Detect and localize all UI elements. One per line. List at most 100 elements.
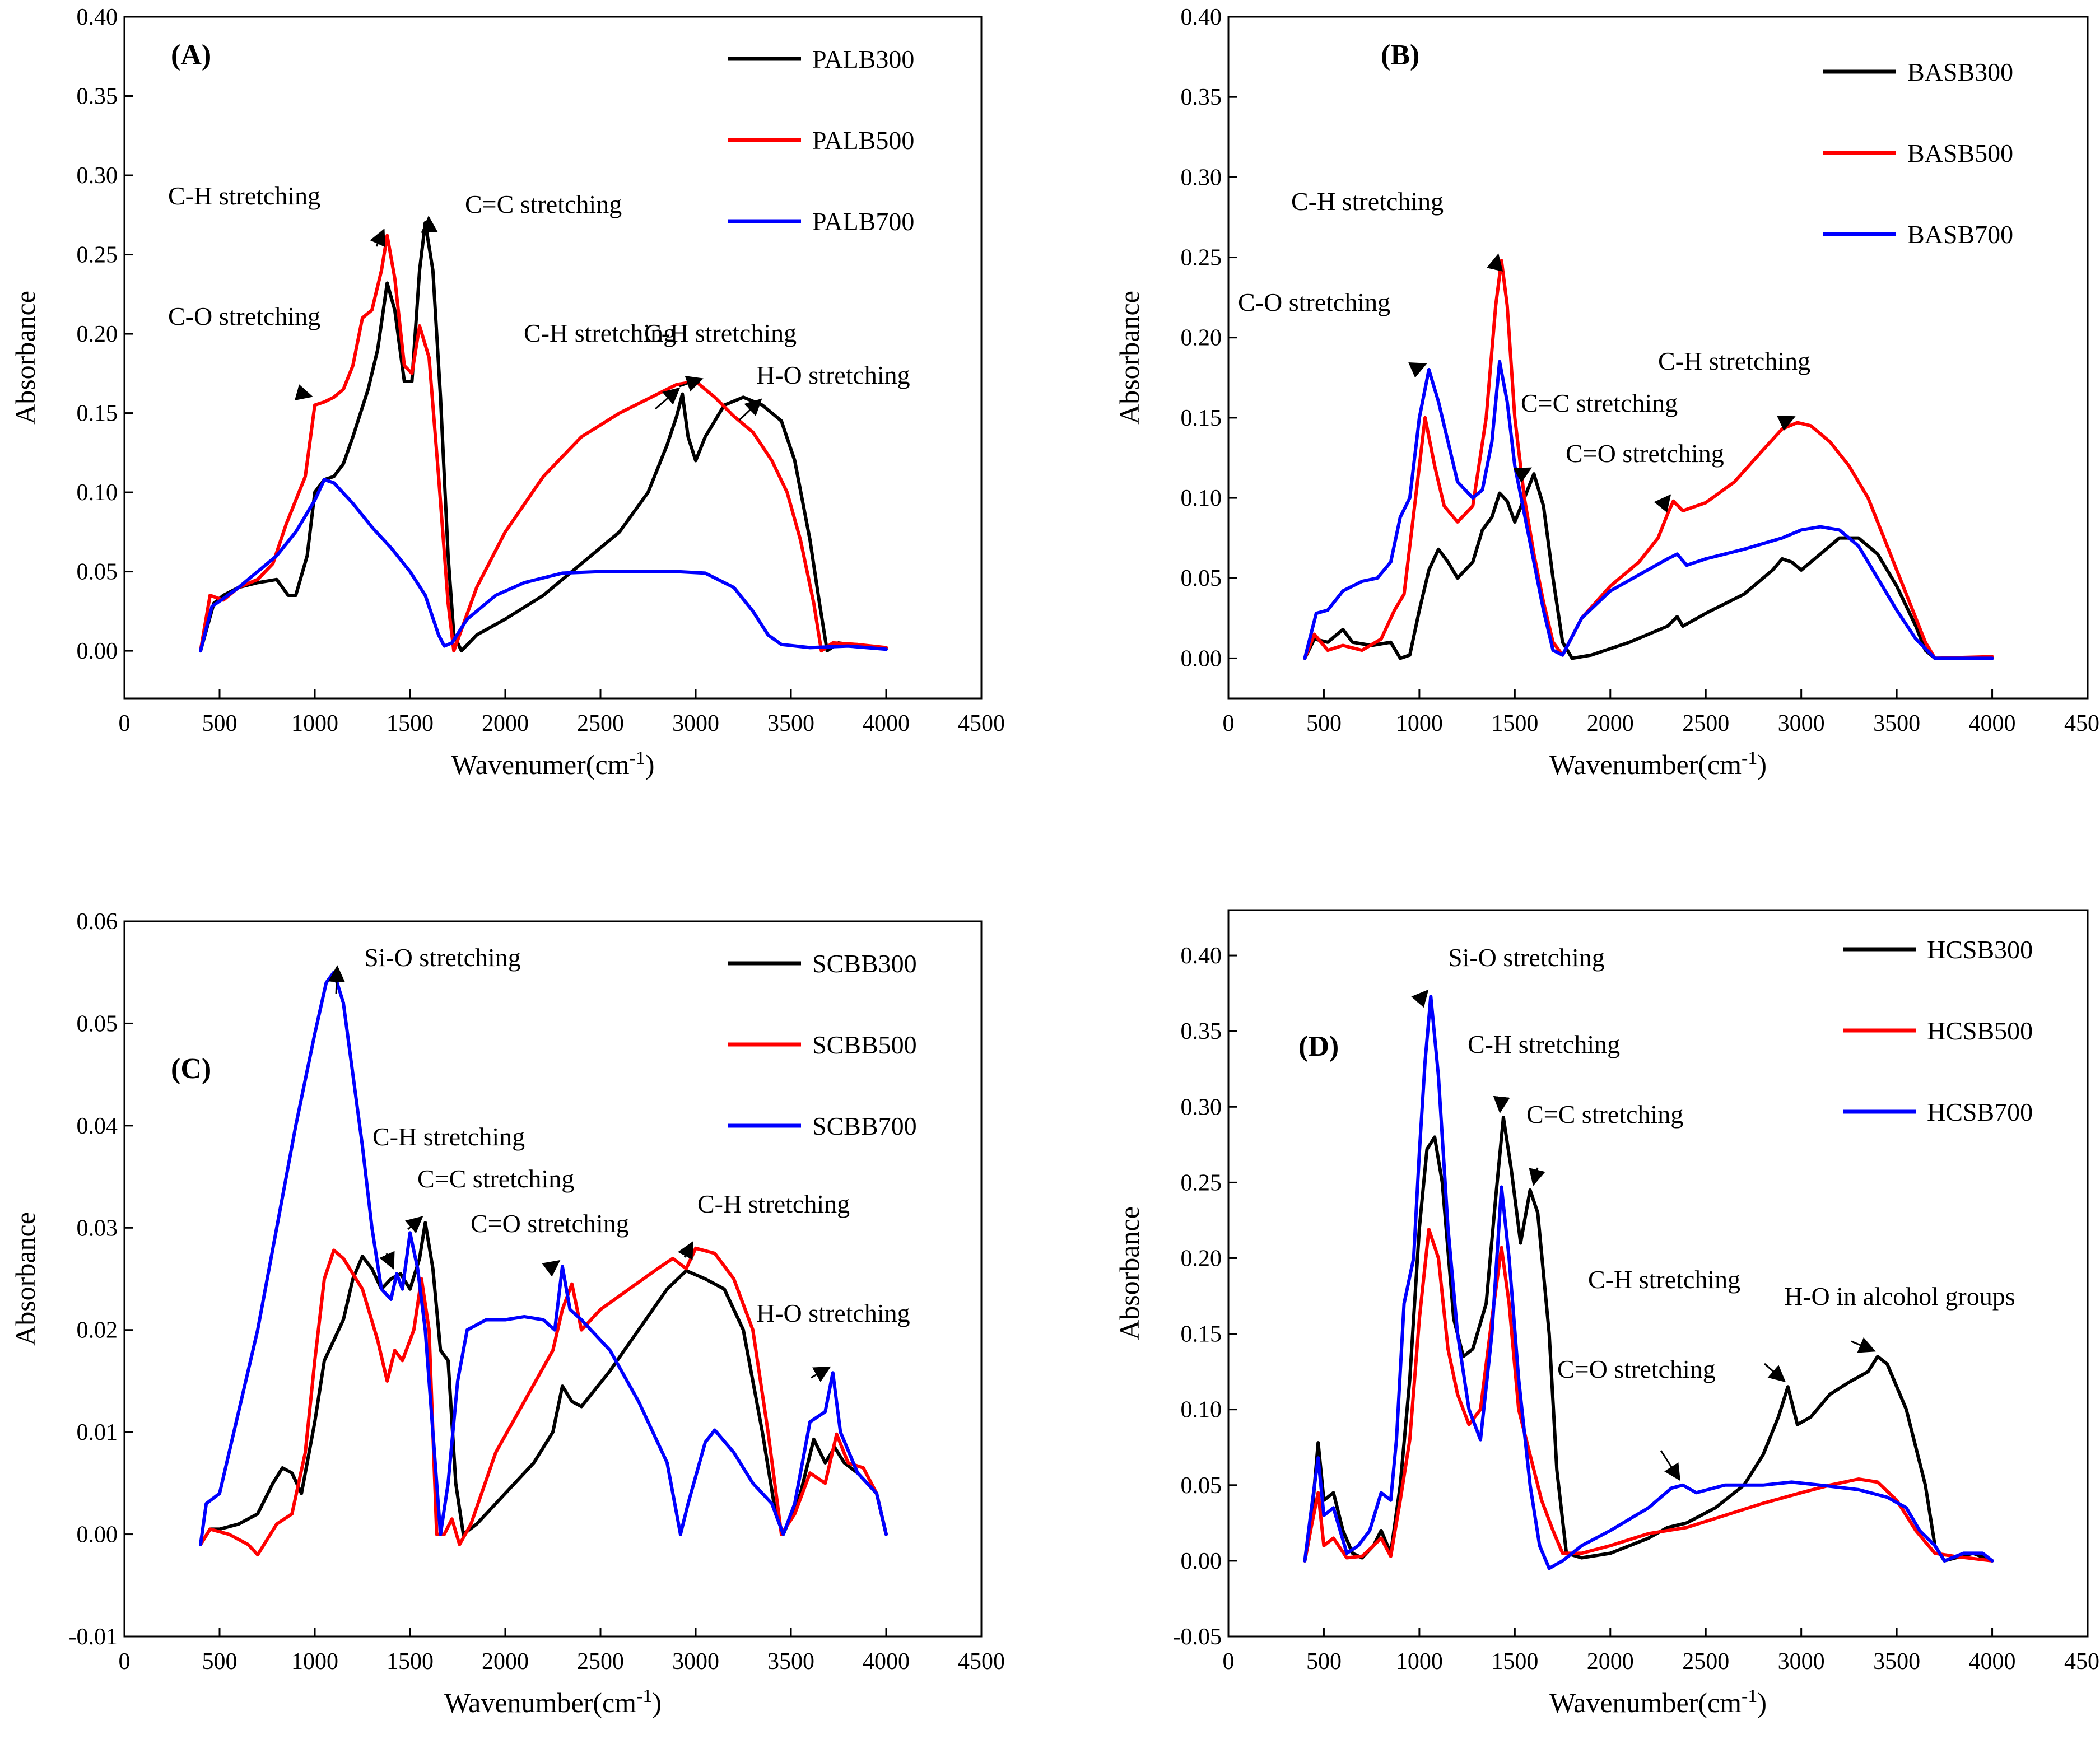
annotation-label: C-H stretching xyxy=(697,1190,850,1218)
y-tick-label: 0.01 xyxy=(77,1420,118,1445)
x-axis-title: Wavenumer(cm-1) xyxy=(451,748,654,781)
annotation-label: C=C stretching xyxy=(465,190,622,218)
annotation-arrow xyxy=(1654,494,1671,513)
y-tick-label: 0.02 xyxy=(77,1318,118,1344)
annotation-label: C-H stretching xyxy=(1468,1030,1620,1058)
y-tick-label: 0.35 xyxy=(77,84,118,110)
y-axis-title: Absorbance xyxy=(1114,1206,1145,1340)
x-tick-label: 1000 xyxy=(291,1649,338,1675)
annotation-arrow xyxy=(1660,1450,1680,1481)
chart-panel-c: 0 500 1000 1500 2000 2500 3000 3500 4000 4500 -0.0… xyxy=(10,909,1005,1718)
x-tick-label: 0 xyxy=(1223,1649,1235,1675)
annotation-arrow xyxy=(1851,1337,1876,1353)
annotation-label: H-O in alcohol groups xyxy=(1784,1282,2015,1311)
y-tick-label: 0.05 xyxy=(77,559,118,585)
y-tick-label: 0.25 xyxy=(1181,1170,1222,1196)
x-tick-label: 2000 xyxy=(1587,1649,1634,1675)
y-tick-label: 0.00 xyxy=(1181,1549,1222,1574)
annotation-label: H-O stretching xyxy=(756,1299,910,1327)
x-tick-label: 2500 xyxy=(577,711,624,736)
series-line-palb300 xyxy=(199,221,888,653)
x-tick-label: 4500 xyxy=(958,711,1005,736)
x-axis-title: Wavenumber(cm-1) xyxy=(444,1686,662,1719)
y-tick-label: 0.35 xyxy=(1181,85,1222,110)
annotation-label: Si-O stretching xyxy=(364,943,521,972)
y-tick-label: -0.05 xyxy=(1173,1624,1222,1650)
x-tick-label: 500 xyxy=(1306,1649,1342,1675)
x-axis-title: Wavenumber(cm-1) xyxy=(1549,1686,1767,1719)
annotation-label: C-H stretching xyxy=(644,319,797,347)
x-tick-label: 2500 xyxy=(1682,711,1729,736)
annotation-label: C=C stretching xyxy=(417,1164,574,1193)
legend-label: HCSB500 xyxy=(1927,1016,2033,1045)
legend-label: BASB300 xyxy=(1907,58,2013,86)
y-tick-label: 0.20 xyxy=(1181,1246,1222,1271)
x-tick-label: 1500 xyxy=(387,711,434,736)
annotation-arrow xyxy=(404,1216,423,1234)
y-tick-label: 0.40 xyxy=(1181,943,1222,969)
x-tick-label: 3000 xyxy=(672,1649,719,1675)
annotation-label: C-H stretching xyxy=(1291,187,1444,216)
plot-frame xyxy=(1227,16,2089,700)
x-tick-label: 3500 xyxy=(1873,711,1920,736)
x-tick-label: 2500 xyxy=(577,1649,624,1675)
y-tick-label: 0.04 xyxy=(77,1113,118,1139)
y-tick-label: 0.15 xyxy=(77,401,118,427)
series-line-basb300 xyxy=(1303,472,1994,660)
x-tick-label: 4000 xyxy=(1969,711,2016,736)
annotation-label: C=O stretching xyxy=(1566,439,1724,468)
panel-label: (B) xyxy=(1381,39,1419,71)
y-tick-label: 0.30 xyxy=(1181,165,1222,190)
legend-label: SCBB700 xyxy=(812,1112,917,1140)
y-tick-label: 0.00 xyxy=(77,638,118,664)
annotation-arrow xyxy=(1486,253,1503,272)
y-tick-label: 0.20 xyxy=(1181,325,1222,351)
y-tick-label: 0.40 xyxy=(1181,4,1222,30)
series-line-hcsb300 xyxy=(1303,1116,1994,1563)
annotation-label: C=C stretching xyxy=(1526,1100,1683,1129)
x-tick-label: 1500 xyxy=(387,1649,434,1675)
x-tick-label: 4000 xyxy=(863,711,910,736)
x-tick-label: 0 xyxy=(119,1649,131,1675)
annotation-arrow xyxy=(328,965,345,995)
y-tick-label: 0.30 xyxy=(1181,1094,1222,1120)
y-tick-label: 0.15 xyxy=(1181,1322,1222,1347)
x-tick-label: 4500 xyxy=(2064,711,2100,736)
x-tick-label: 1000 xyxy=(1396,1649,1443,1675)
series-line-hcsb700 xyxy=(1303,995,1994,1570)
legend-label: PALB700 xyxy=(812,207,914,236)
x-tick-label: 3500 xyxy=(767,1649,814,1675)
annotation-label: C-H stretching xyxy=(524,319,676,347)
annotation-label: H-O stretching xyxy=(756,361,910,389)
annotation-label: Si-O stretching xyxy=(1448,943,1605,972)
annotation-arrow xyxy=(655,387,681,410)
x-tick-label: 2000 xyxy=(482,711,529,736)
y-tick-label: 0.00 xyxy=(77,1522,118,1548)
annotation-arrow xyxy=(1411,989,1429,1008)
chart-panel-d: 0 500 1000 1500 2000 2500 3000 3500 4000 4500 -0.0… xyxy=(1114,909,2100,1719)
y-tick-label: 0.25 xyxy=(1181,245,1222,271)
x-tick-label: 1000 xyxy=(1396,711,1443,736)
series-line-scbb300 xyxy=(199,1221,888,1546)
annotation-arrow xyxy=(1513,467,1533,483)
x-tick-label: 3500 xyxy=(1873,1649,1920,1675)
x-tick-label: 1500 xyxy=(1491,1649,1538,1675)
plot-frame xyxy=(123,16,983,700)
y-axis-title: Absorbance xyxy=(10,1212,41,1346)
annotation-label: C=C stretching xyxy=(1521,389,1678,417)
annotation-label: C-H stretching xyxy=(372,1122,525,1151)
annotation-label: C-H stretching xyxy=(1588,1265,1740,1294)
legend-label: PALB500 xyxy=(812,126,914,155)
legend-label: SCBB300 xyxy=(812,949,917,978)
panel-label: (D) xyxy=(1298,1030,1339,1062)
y-tick-label: 0.05 xyxy=(77,1011,118,1037)
annotation-arrow xyxy=(1777,416,1796,431)
x-tick-label: 3000 xyxy=(672,711,719,736)
y-axis-title: Absorbance xyxy=(10,291,41,425)
x-tick-label: 1500 xyxy=(1491,711,1538,736)
y-tick-label: 0.06 xyxy=(77,909,118,935)
series-line-basb500 xyxy=(1303,259,1994,660)
plot-frame xyxy=(1227,909,2089,1638)
x-tick-label: 3500 xyxy=(767,711,814,736)
annotation-arrow xyxy=(294,384,313,401)
